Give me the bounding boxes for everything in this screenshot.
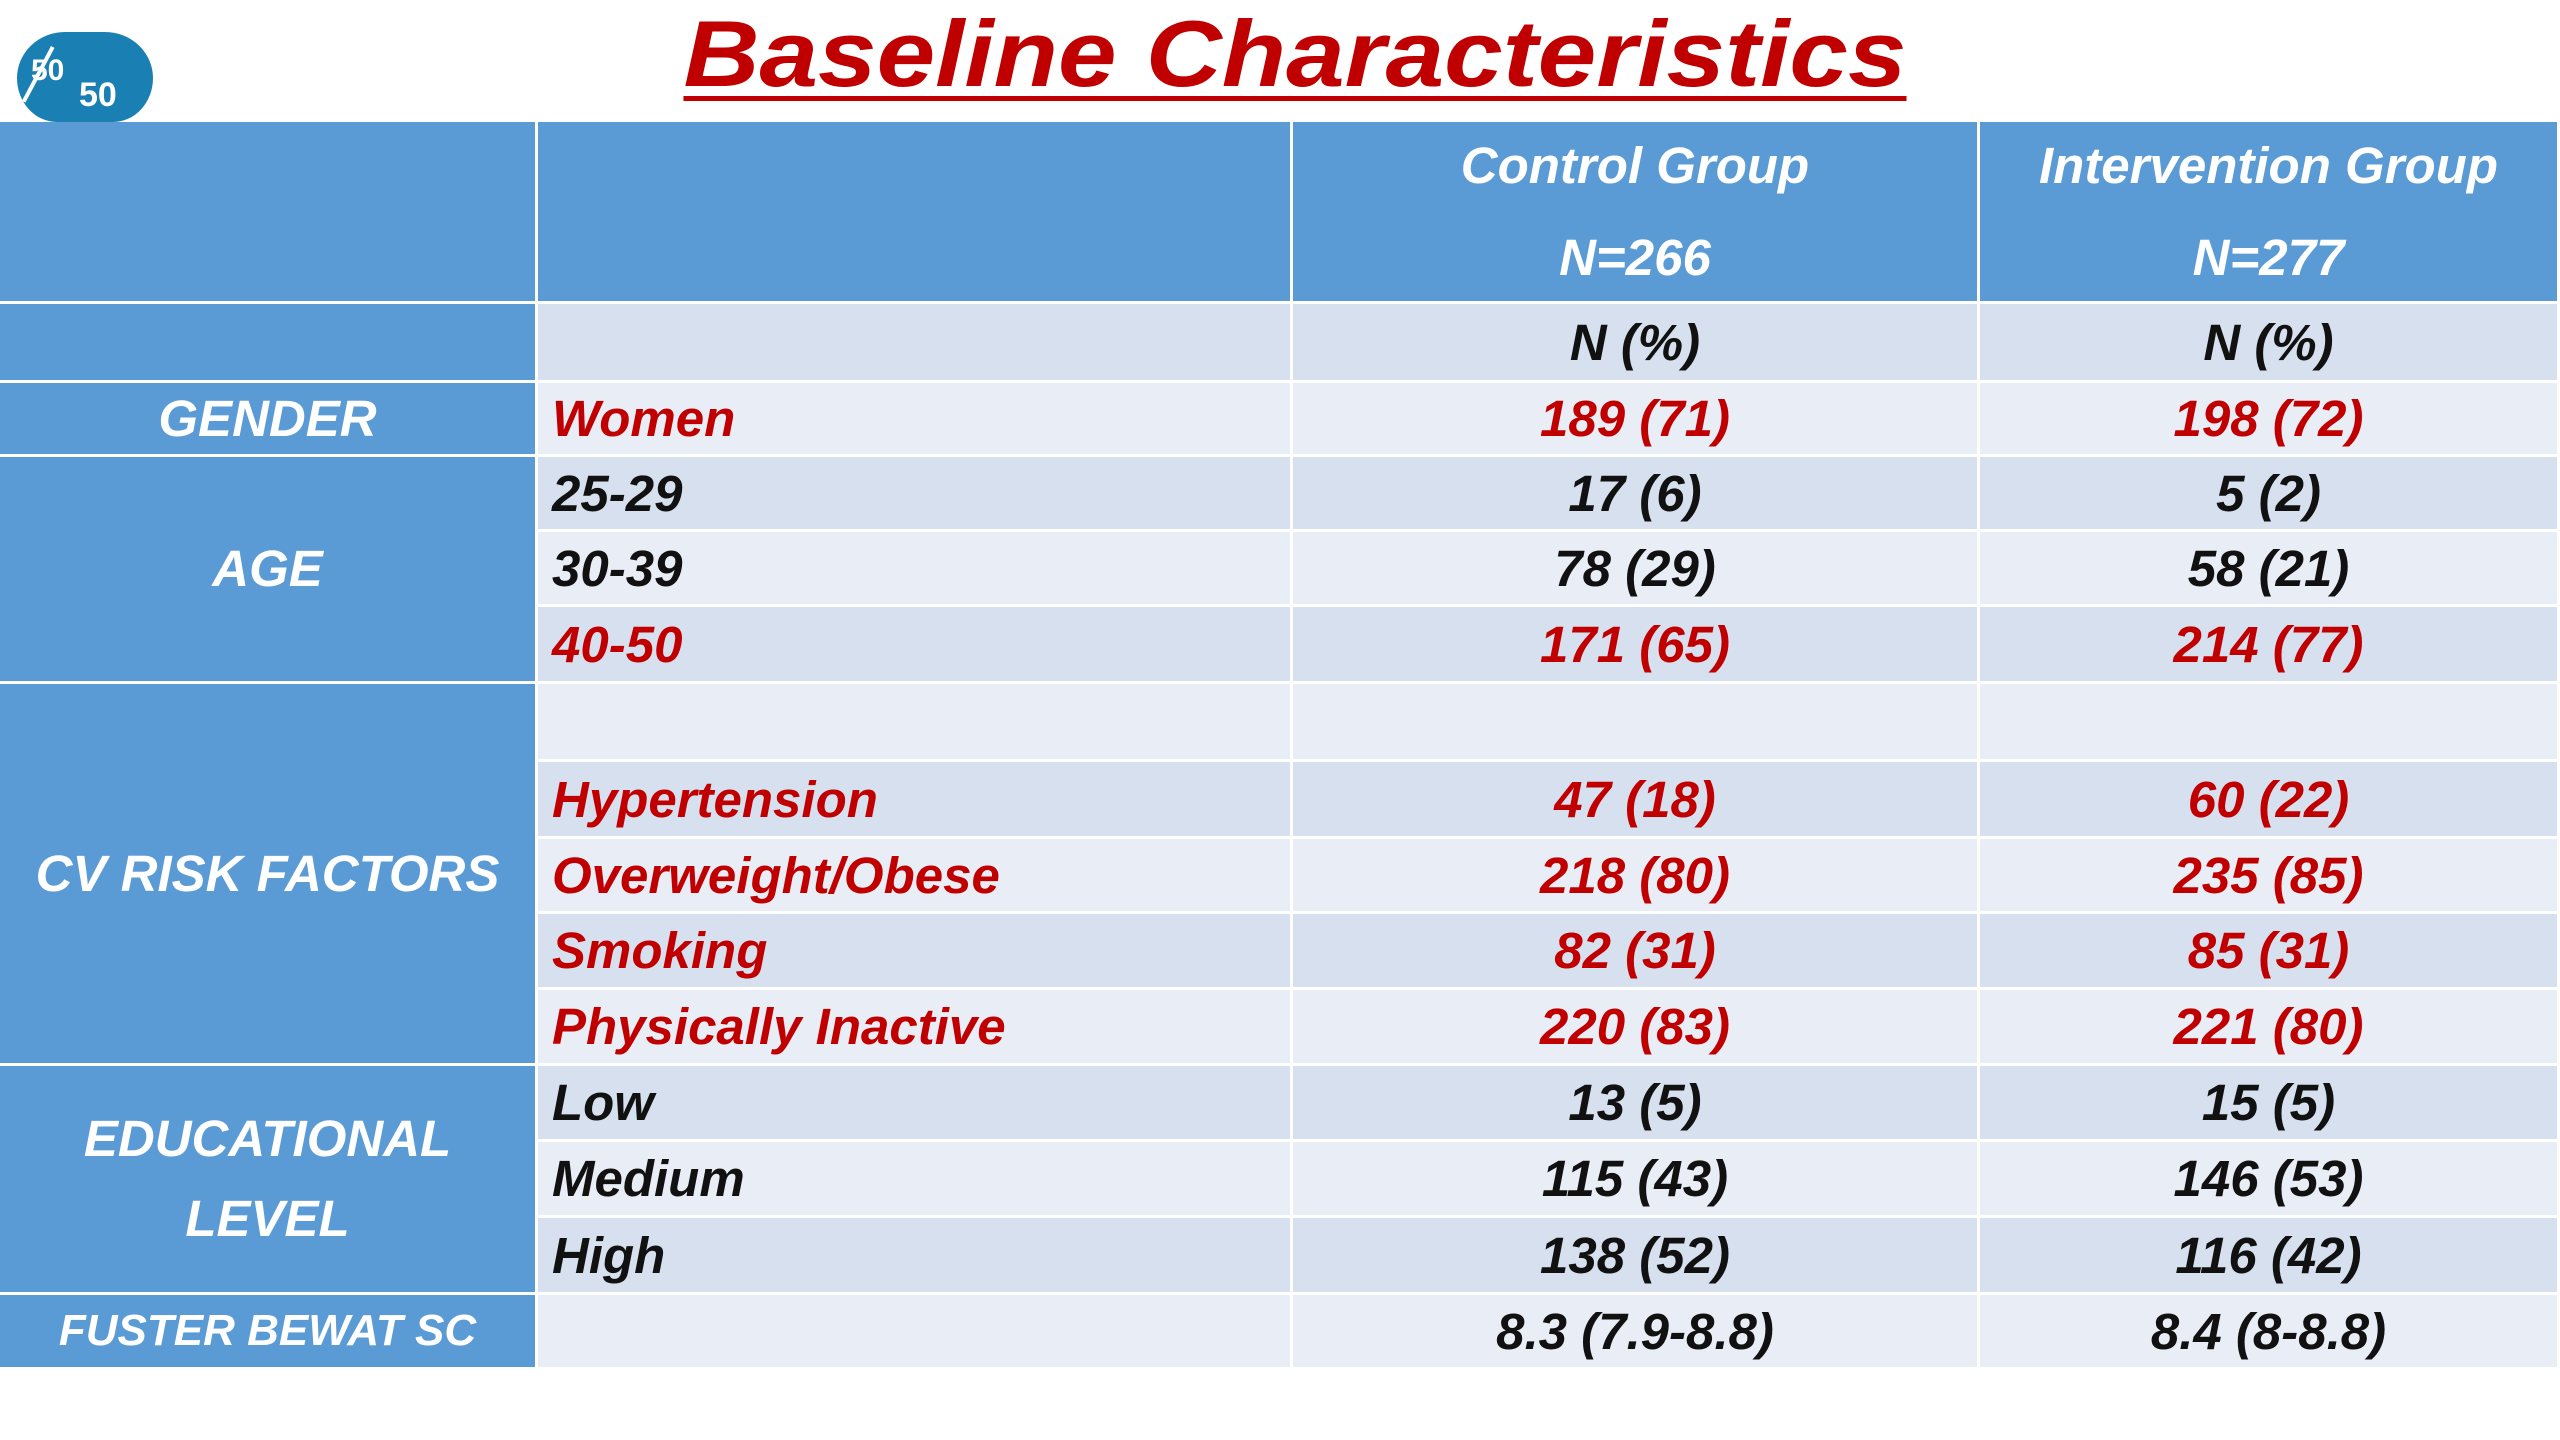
row-label-age-30-39: 30-39	[538, 532, 1293, 607]
row-label-overweight-obese: Overweight/Obese	[538, 839, 1293, 914]
unit-control: N (%)	[1293, 304, 1980, 383]
cell-intervention: 58 (21)	[1980, 532, 2560, 607]
control-group-n: N=266	[1559, 228, 1711, 286]
row-label-hypertension: Hypertension	[538, 762, 1293, 839]
cell-intervention: 85 (31)	[1980, 914, 2560, 990]
category-fuster: FUSTER BEWAT SC	[0, 1295, 538, 1370]
blank-cell	[538, 684, 1293, 762]
cell-control: 17 (6)	[1293, 457, 1980, 532]
control-group-name: Control Group	[1460, 136, 1810, 194]
cell-intervention: 8.4 (8-8.8)	[1980, 1295, 2560, 1370]
slide-title: Baseline Characteristics	[683, 1, 1907, 106]
category-age: AGE	[0, 457, 538, 684]
row-label-education-high: High	[538, 1218, 1293, 1295]
cell-intervention: 116 (42)	[1980, 1218, 2560, 1295]
category-age-label: AGE	[212, 540, 323, 597]
intervention-group-name: Intervention Group	[2039, 136, 2498, 194]
unit-row-blank	[0, 304, 538, 383]
row-label-education-low: Low	[538, 1066, 1293, 1142]
header-blank-cell	[0, 122, 538, 304]
cell-control: 115 (43)	[1293, 1142, 1980, 1218]
cell-control: 82 (31)	[1293, 914, 1980, 990]
unit-row-blank	[538, 304, 1293, 383]
blank-cell	[1293, 684, 1980, 762]
category-education-line1: EDUCATIONAL	[83, 1110, 452, 1167]
unit-intervention: N (%)	[1980, 304, 2560, 383]
cell-control: 13 (5)	[1293, 1066, 1980, 1142]
category-gender: GENDER	[0, 383, 538, 457]
cell-intervention: 15 (5)	[1980, 1066, 2560, 1142]
cell-intervention: 214 (77)	[1980, 607, 2560, 684]
blank-cell	[538, 1295, 1293, 1370]
row-label-women: Women	[538, 383, 1293, 457]
header-control: Control Group N=266	[1293, 122, 1980, 304]
cell-control: 8.3 (7.9-8.8)	[1293, 1295, 1980, 1370]
row-label-smoking: Smoking	[538, 914, 1293, 990]
baseline-table: Control Group N=266 Intervention Group N…	[0, 122, 2560, 1370]
cell-control: 218 (80)	[1293, 839, 1980, 914]
cell-intervention: 198 (72)	[1980, 383, 2560, 457]
category-cv-label: CV RISK FACTORS	[35, 844, 500, 902]
category-gender-label: GENDER	[158, 389, 377, 447]
cell-intervention: 221 (80)	[1980, 990, 2560, 1066]
logo-bottom-number: 50	[79, 76, 117, 114]
intervention-group-n: N=277	[2192, 228, 2345, 286]
cell-intervention: 60 (22)	[1980, 762, 2560, 839]
row-label-education-medium: Medium	[538, 1142, 1293, 1218]
cell-control: 171 (65)	[1293, 607, 1980, 684]
row-label-age-40-50: 40-50	[538, 607, 1293, 684]
cell-control: 78 (29)	[1293, 532, 1980, 607]
category-fuster-label: FUSTER BEWAT SC	[58, 1306, 477, 1355]
row-label-physically-inactive: Physically Inactive	[538, 990, 1293, 1066]
cell-control: 138 (52)	[1293, 1218, 1980, 1295]
row-label-age-25-29: 25-29	[538, 457, 1293, 532]
category-education: EDUCATIONAL LEVEL	[0, 1066, 538, 1295]
cell-intervention: 146 (53)	[1980, 1142, 2560, 1218]
header-intervention: Intervention Group N=277	[1980, 122, 2560, 304]
cell-control: 189 (71)	[1293, 383, 1980, 457]
blank-cell	[1980, 684, 2560, 762]
header-blank-cell	[538, 122, 1293, 304]
cell-control: 47 (18)	[1293, 762, 1980, 839]
fifty-fifty-logo: 50 50	[17, 32, 153, 122]
cell-intervention: 5 (2)	[1980, 457, 2560, 532]
cell-control: 220 (83)	[1293, 990, 1980, 1066]
category-education-line2: LEVEL	[185, 1190, 350, 1247]
cell-intervention: 235 (85)	[1980, 839, 2560, 914]
category-cv-risk: CV RISK FACTORS	[0, 684, 538, 1066]
